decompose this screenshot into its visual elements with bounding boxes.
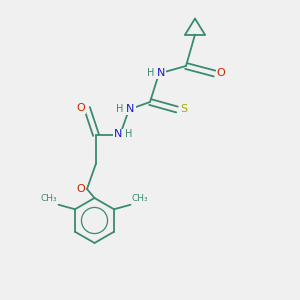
Text: H: H	[125, 129, 132, 140]
Text: CH₃: CH₃	[40, 194, 57, 203]
Text: O: O	[217, 68, 226, 79]
Text: O: O	[76, 184, 85, 194]
Text: H: H	[116, 104, 124, 114]
Text: N: N	[157, 68, 166, 78]
Text: N: N	[114, 129, 123, 140]
Text: CH₃: CH₃	[132, 194, 148, 203]
Text: N: N	[126, 104, 135, 114]
Text: S: S	[180, 104, 187, 115]
Text: O: O	[76, 103, 85, 113]
Text: H: H	[147, 68, 154, 78]
